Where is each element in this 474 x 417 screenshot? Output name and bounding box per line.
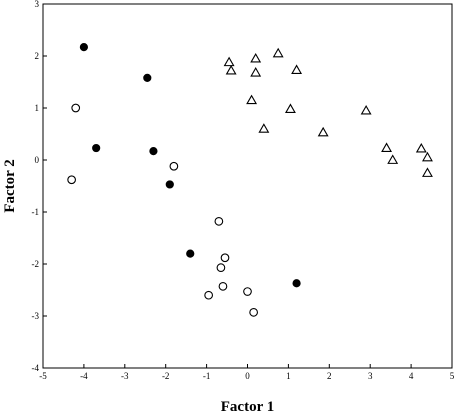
open-triangle-point xyxy=(381,142,393,152)
open-circle-point xyxy=(249,308,258,317)
y-tick-label: 3 xyxy=(35,0,40,9)
filled-circle-point xyxy=(292,279,301,288)
open-circle-point xyxy=(71,103,81,113)
open-triangle-point xyxy=(225,64,237,75)
open-triangle-point xyxy=(223,56,235,67)
filled-circle-point xyxy=(143,73,152,82)
x-tick-label: 4 xyxy=(409,371,414,381)
data-points xyxy=(67,43,433,317)
x-tick-label: -5 xyxy=(39,371,47,381)
y-tick-label: -3 xyxy=(32,311,40,321)
open-triangle-point xyxy=(291,64,303,74)
x-tick-label: 1 xyxy=(286,371,291,381)
open-triangle-point xyxy=(360,104,372,115)
filled-circle-point xyxy=(186,249,195,258)
open-triangle-point xyxy=(387,154,399,164)
filled-circle-point xyxy=(165,180,174,189)
plot-frame xyxy=(42,3,453,369)
filled-circle-point xyxy=(149,147,158,156)
y-axis: -4 -3 -2 -1 0 1 2 3 xyxy=(32,0,47,373)
open-circle-point xyxy=(204,290,213,300)
open-triangle-point xyxy=(250,67,262,77)
open-triangle-point xyxy=(422,151,433,162)
open-circle-point xyxy=(243,287,252,296)
x-tick-label: -2 xyxy=(162,371,170,381)
x-axis-title: Factor 1 xyxy=(221,399,274,415)
x-tick-label: -4 xyxy=(80,371,88,381)
open-circle-point xyxy=(216,263,226,272)
x-tick-label: 3 xyxy=(368,371,373,381)
open-circle-point xyxy=(169,161,179,171)
open-triangle-point xyxy=(317,126,329,137)
y-tick-label: 2 xyxy=(35,51,40,61)
open-circle-point xyxy=(218,282,228,291)
open-triangle-point xyxy=(272,47,284,58)
open-triangle-point xyxy=(258,123,270,133)
open-triangle-point xyxy=(250,52,262,63)
open-triangle-point xyxy=(246,94,258,105)
plot-border xyxy=(42,3,453,369)
y-tick-label: -2 xyxy=(32,259,40,269)
open-circle-point xyxy=(220,253,230,263)
y-tick-label: 1 xyxy=(35,103,40,113)
x-tick-label: -3 xyxy=(121,371,129,381)
x-tick-label: 0 xyxy=(245,371,250,381)
x-tick-label: -1 xyxy=(203,371,211,381)
y-tick-label: 0 xyxy=(35,155,40,165)
open-triangle-point xyxy=(422,167,433,177)
filled-circle-point xyxy=(79,43,89,52)
y-tick-label: -4 xyxy=(32,363,40,373)
x-tick-label: 5 xyxy=(450,371,455,381)
open-triangle-point xyxy=(284,103,296,113)
open-triangle-point xyxy=(415,142,427,153)
y-tick-label: -1 xyxy=(32,207,40,217)
open-circle-point xyxy=(67,175,76,185)
open-circle-point xyxy=(214,217,224,226)
x-axis: -5 -4 -3 -2 -1 0 1 2 3 4 5 xyxy=(39,364,455,381)
x-tick-label: 2 xyxy=(327,371,332,381)
y-axis-title: Factor 2 xyxy=(2,159,18,212)
filled-circle-point xyxy=(92,143,101,153)
